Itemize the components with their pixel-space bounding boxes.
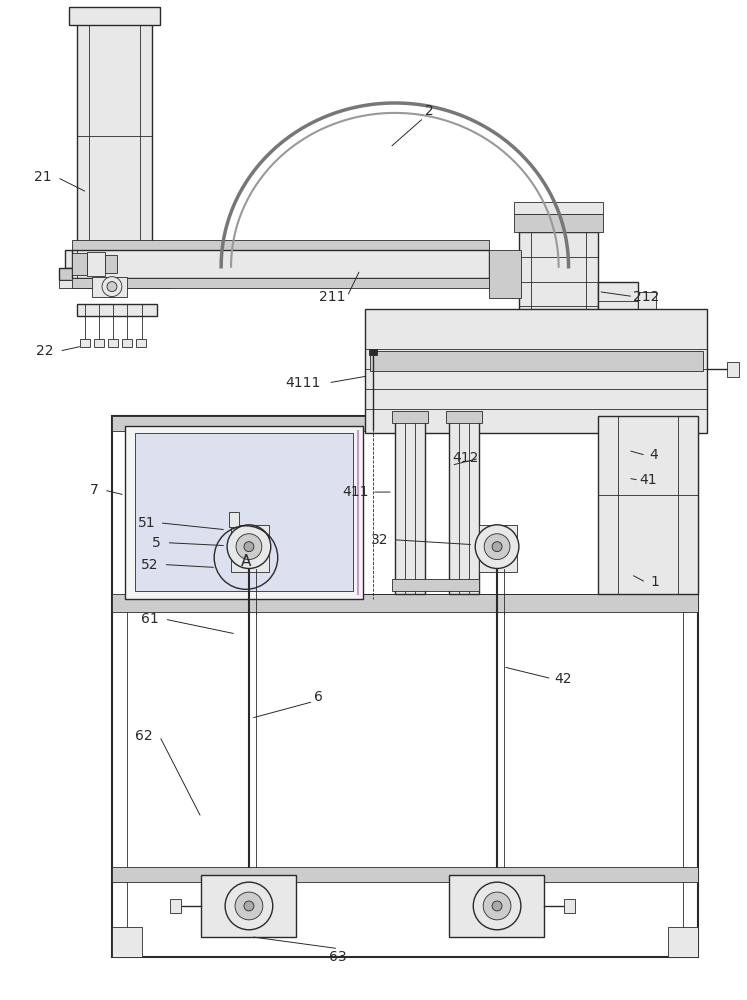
Bar [365, 309, 707, 433]
Bar [563, 899, 575, 913]
Bar [112, 867, 698, 882]
Bar [65, 250, 164, 268]
Bar [392, 579, 480, 591]
Text: 2: 2 [425, 104, 434, 118]
Circle shape [244, 901, 254, 911]
Bar [489, 250, 521, 298]
Text: 61: 61 [140, 612, 158, 626]
Bar [59, 280, 170, 288]
Bar [72, 278, 489, 288]
Text: 4111: 4111 [285, 376, 320, 390]
Bar [231, 525, 269, 572]
Bar [77, 22, 152, 250]
Text: 41: 41 [639, 473, 657, 487]
Bar [598, 416, 698, 594]
Bar [134, 433, 353, 591]
Bar [514, 214, 604, 232]
Text: 6: 6 [314, 690, 323, 704]
Bar [59, 268, 170, 280]
Text: 211: 211 [319, 290, 346, 304]
Text: 42: 42 [554, 672, 571, 686]
Bar [519, 232, 598, 401]
Bar [480, 525, 517, 572]
Bar [136, 339, 146, 347]
Bar [450, 875, 544, 937]
Bar [72, 253, 87, 275]
Circle shape [225, 882, 273, 930]
Circle shape [474, 882, 521, 930]
Bar [638, 292, 656, 313]
Bar [450, 421, 480, 594]
Bar [668, 927, 698, 957]
Text: 1: 1 [651, 575, 660, 589]
Text: 62: 62 [135, 729, 152, 743]
Text: 411: 411 [342, 485, 368, 499]
Text: 51: 51 [138, 516, 155, 530]
Circle shape [102, 277, 122, 297]
Bar [395, 421, 424, 594]
Text: A: A [241, 554, 251, 569]
Circle shape [492, 901, 502, 911]
Text: 32: 32 [371, 533, 388, 547]
Bar [447, 411, 482, 423]
Bar [201, 875, 296, 937]
Circle shape [244, 542, 254, 552]
Circle shape [227, 525, 270, 568]
Bar [112, 416, 698, 431]
Circle shape [235, 892, 263, 920]
Text: 63: 63 [329, 950, 347, 964]
Bar [69, 7, 160, 25]
Text: 212: 212 [633, 290, 659, 304]
Bar [87, 252, 105, 276]
Bar [370, 351, 702, 371]
Circle shape [236, 534, 262, 560]
Text: 52: 52 [141, 558, 158, 572]
Bar [72, 250, 489, 278]
Bar [72, 240, 489, 250]
Bar [92, 277, 127, 297]
Bar [105, 255, 117, 273]
Bar [80, 339, 90, 347]
Text: 4: 4 [650, 448, 658, 462]
Circle shape [484, 534, 510, 560]
Text: 7: 7 [90, 483, 99, 497]
Text: 5: 5 [152, 536, 161, 550]
Bar [170, 899, 182, 913]
Circle shape [492, 542, 502, 552]
Bar [112, 594, 698, 612]
Bar [125, 426, 363, 599]
Bar [229, 512, 239, 527]
Bar [77, 304, 157, 316]
Bar [598, 282, 638, 326]
Circle shape [107, 282, 117, 292]
Bar [108, 339, 118, 347]
Bar [728, 362, 740, 377]
Circle shape [475, 525, 519, 568]
Bar [369, 349, 377, 355]
Circle shape [483, 892, 511, 920]
Bar [514, 202, 604, 214]
Text: 412: 412 [452, 451, 479, 465]
Bar [112, 927, 142, 957]
Bar [112, 416, 698, 957]
Bar [122, 339, 131, 347]
Bar [94, 339, 104, 347]
Bar [392, 411, 427, 423]
Text: 22: 22 [36, 344, 53, 358]
Text: 21: 21 [34, 170, 52, 184]
